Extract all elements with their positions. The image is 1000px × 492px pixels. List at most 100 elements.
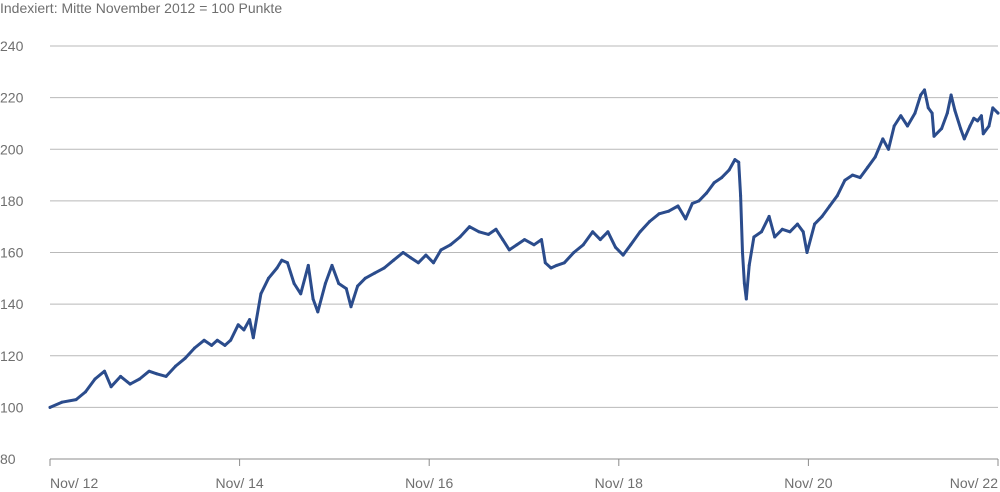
series-group	[48, 88, 1000, 409]
data-point	[236, 323, 240, 327]
data-point	[572, 251, 576, 254]
data-point	[788, 230, 792, 234]
data-point	[741, 251, 744, 254]
data-point	[439, 248, 443, 252]
y-tick-label: 160	[0, 245, 24, 261]
data-point	[449, 243, 452, 247]
data-point	[940, 127, 944, 131]
data-point	[968, 124, 972, 128]
data-point	[323, 282, 327, 285]
data-point	[382, 266, 386, 270]
data-point	[555, 263, 559, 267]
y-tick-label: 180	[0, 193, 24, 209]
data-point	[606, 230, 610, 234]
data-point	[705, 191, 708, 195]
data-point	[349, 305, 353, 309]
data-point	[409, 256, 413, 260]
data-point	[523, 238, 526, 242]
data-point	[919, 93, 923, 97]
data-point	[744, 297, 748, 301]
data-point	[796, 222, 799, 226]
data-point	[330, 263, 334, 267]
data-point	[477, 230, 481, 234]
data-point	[720, 176, 724, 180]
chart-subtitle: Indexiert: Mitte November 2012 = 100 Pun…	[0, 0, 283, 16]
gridlines	[50, 45, 998, 408]
data-point	[373, 271, 377, 275]
data-point	[752, 235, 756, 239]
data-point	[981, 132, 985, 136]
data-point	[614, 245, 617, 249]
y-axis-tick-labels: 80 100 120 140 160 180 200 220 240	[0, 38, 24, 467]
data-point	[344, 287, 348, 291]
data-point	[424, 253, 428, 257]
data-point	[540, 238, 543, 242]
data-point	[363, 276, 367, 280]
data-point	[932, 134, 936, 138]
data-point	[215, 338, 219, 342]
data-point	[805, 251, 809, 254]
data-point	[945, 111, 949, 115]
x-tick-label: Nov/ 20	[784, 475, 832, 491]
y-tick-label: 240	[0, 38, 24, 54]
data-point	[667, 209, 671, 213]
data-point	[432, 261, 435, 265]
x-tick-label: Nov/ 14	[215, 475, 263, 491]
data-point	[229, 338, 233, 342]
data-point	[311, 297, 315, 301]
data-point	[657, 212, 661, 216]
data-point	[887, 147, 890, 151]
data-point	[697, 199, 701, 203]
data-point	[119, 374, 123, 378]
data-point	[873, 155, 877, 159]
data-point	[494, 227, 498, 231]
data-point	[996, 111, 1000, 115]
data-point	[972, 116, 976, 120]
data-point	[648, 220, 652, 223]
data-point	[242, 328, 246, 332]
data-point	[316, 310, 320, 314]
data-point	[248, 318, 252, 322]
data-point	[306, 263, 310, 267]
y-tick-label: 100	[0, 399, 24, 415]
data-point	[962, 137, 966, 141]
data-point	[337, 282, 341, 285]
data-point	[356, 284, 360, 288]
data-point	[930, 111, 934, 115]
series-line	[48, 88, 1000, 409]
data-point	[813, 222, 817, 226]
x-tick-label: Nov/ 22	[950, 475, 998, 491]
data-point	[164, 374, 168, 378]
y-tick-label: 80	[0, 451, 16, 467]
y-tick-label: 140	[0, 296, 24, 312]
y-tick-label: 220	[0, 90, 24, 106]
x-axis: Nov/ 12 Nov/ 14 Nov/ 16 Nov/ 18 Nov/ 20 Nov/ …	[49, 458, 999, 491]
data-point	[949, 93, 953, 97]
data-point	[760, 230, 763, 234]
data-point	[690, 202, 694, 205]
data-point	[193, 346, 197, 350]
data-point	[468, 225, 471, 229]
data-point	[84, 390, 87, 394]
data-point	[959, 127, 963, 131]
x-tick-label: Nov/ 16	[405, 475, 453, 491]
data-point	[598, 238, 602, 242]
data-point	[416, 261, 420, 265]
data-point	[562, 261, 566, 265]
data-point	[275, 266, 279, 270]
data-point	[953, 109, 957, 112]
data-point	[174, 364, 178, 368]
data-point	[549, 266, 553, 270]
data-point	[487, 232, 490, 236]
data-point	[835, 194, 839, 198]
data-point	[621, 253, 625, 257]
data-point	[851, 173, 854, 177]
x-tick-label: Nov/ 18	[595, 475, 643, 491]
data-point	[501, 238, 505, 242]
data-point	[128, 382, 132, 386]
data-point	[892, 124, 896, 128]
data-point	[976, 119, 980, 123]
data-point	[780, 227, 784, 231]
data-point	[299, 292, 303, 296]
